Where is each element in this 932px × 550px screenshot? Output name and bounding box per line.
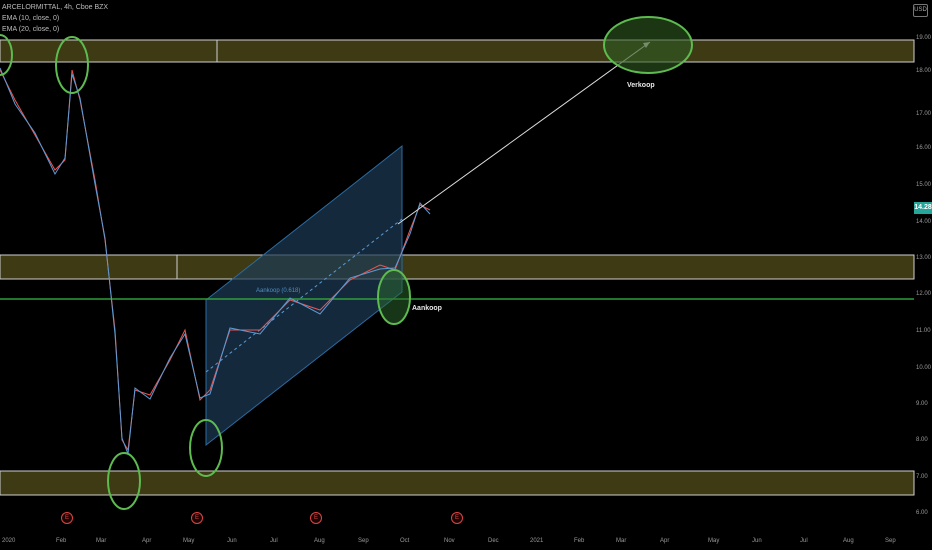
y-tick-label: 19.00 <box>916 35 932 41</box>
zone-middle <box>0 254 915 280</box>
earnings-marker[interactable]: E <box>61 512 73 524</box>
x-tick-label: Aug <box>314 538 325 544</box>
channel-label: Aankoop (0.618) <box>256 288 301 294</box>
earnings-marker[interactable]: E <box>191 512 203 524</box>
last-price-badge: 14.28 <box>914 202 932 214</box>
y-tick-label: 12.00 <box>916 291 932 297</box>
x-tick-label: Mar <box>96 538 107 544</box>
x-tick-label: Apr <box>660 538 670 544</box>
x-tick-label: 2020 <box>2 538 16 544</box>
y-tick-label: 8.00 <box>916 437 928 443</box>
x-tick-label: Feb <box>574 538 585 544</box>
x-tick-label: Jul <box>800 538 808 544</box>
y-tick-label: 17.00 <box>916 111 932 117</box>
x-tick-label: Mar <box>616 538 627 544</box>
target-arrow[interactable] <box>397 41 651 225</box>
ema-fast-label: EMA (10, close, 0) <box>2 15 60 22</box>
x-tick-label: May <box>183 538 195 544</box>
highlight-circle <box>107 452 141 510</box>
y-tick-label: 13.00 <box>916 255 932 261</box>
highlight-circle <box>377 269 411 325</box>
x-tick-label: Apr <box>142 538 152 544</box>
y-tick-label: 16.00 <box>916 145 932 151</box>
ema-series <box>0 67 431 455</box>
y-tick-label: 18.00 <box>916 68 932 74</box>
zone-bottom <box>0 470 915 496</box>
zone-top <box>0 39 915 63</box>
y-tick-label: 6.00 <box>916 510 928 516</box>
highlight-circle <box>55 36 89 94</box>
x-tick-label: Jun <box>227 538 237 544</box>
regression-channel[interactable] <box>205 144 403 447</box>
ema-slow-label: EMA (20, close, 0) <box>2 26 60 33</box>
x-tick-label: Jun <box>752 538 762 544</box>
price-axis[interactable]: 19.00 18.00 17.00 16.00 15.00 14.00 13.00 12.00… <box>914 0 932 550</box>
x-tick-label: Jul <box>270 538 278 544</box>
x-tick-label: Oct <box>400 538 410 544</box>
y-tick-label: 14.00 <box>916 219 932 225</box>
sell-annotation: Verkoop <box>627 82 655 89</box>
y-tick-label: 10.00 <box>916 365 932 371</box>
x-tick-label: Dec <box>488 538 499 544</box>
x-tick-label: Aug <box>843 538 854 544</box>
x-tick-label: Sep <box>885 538 896 544</box>
x-tick-label: Feb <box>56 538 67 544</box>
highlight-circle <box>189 419 223 477</box>
y-tick-label: 9.00 <box>916 401 928 407</box>
x-tick-label: Nov <box>444 538 455 544</box>
y-tick-label: 7.00 <box>916 474 928 480</box>
symbol-label: ARCELORMITTAL, 4h, Cboe BZX <box>2 4 109 11</box>
chart-legend: ARCELORMITTAL, 4h, Cboe BZX EMA (10, clo… <box>2 2 108 35</box>
buy-annotation: Aankoop <box>412 305 442 312</box>
highlight-circle <box>0 34 13 76</box>
y-tick-label: 11.00 <box>916 328 931 334</box>
x-tick-label: Sep <box>358 538 369 544</box>
y-tick-label: 15.00 <box>916 182 932 188</box>
currency-badge[interactable]: USD <box>913 4 928 17</box>
x-tick-label: 2021 <box>530 538 544 544</box>
earnings-marker[interactable]: E <box>310 512 322 524</box>
earnings-marker[interactable]: E <box>451 512 463 524</box>
target-circle <box>603 16 693 74</box>
x-tick-label: May <box>708 538 720 544</box>
